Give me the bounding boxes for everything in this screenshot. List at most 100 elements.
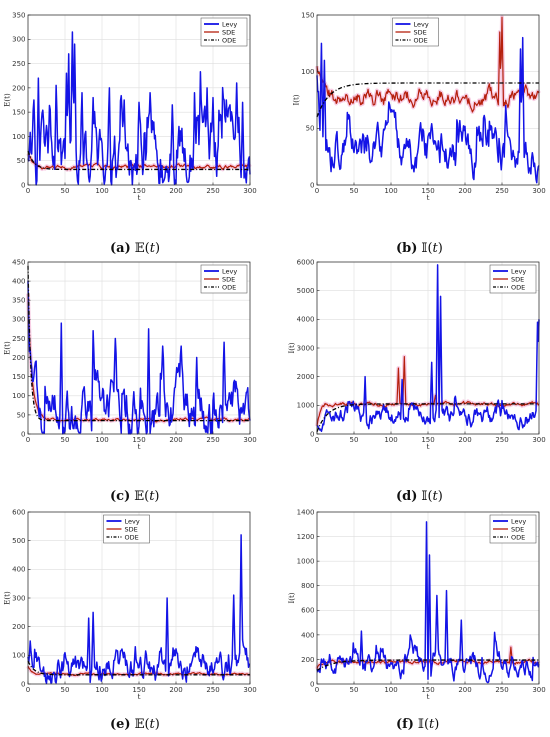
x-tick-label: 300: [243, 187, 256, 195]
y-tick-label: 350: [12, 297, 25, 305]
x-tick-label: 0: [26, 686, 30, 694]
series-levy-line: [27, 534, 251, 685]
x-tick-label: 100: [384, 686, 397, 694]
x-tick-label: 50: [350, 187, 359, 195]
series-ode-line: [316, 659, 539, 672]
y-tick-label: 5000: [297, 287, 315, 295]
y-tick-label: 250: [12, 335, 25, 343]
y-tick-label: 100: [12, 133, 25, 141]
series-sde-line: [316, 16, 540, 113]
x-tick-label: 250: [206, 187, 219, 195]
x-tick-label: 300: [532, 686, 545, 694]
panel-b: 0 50 100 150 200 250 300050100150tI(t)LevySDEO…: [292, 11, 545, 202]
x-axis-label: t: [427, 194, 430, 202]
y-tick-label: 300: [12, 594, 25, 602]
legend-label-ode: ODE: [124, 533, 138, 541]
x-tick-label: 150: [421, 436, 434, 444]
series-sde-line: [27, 153, 251, 171]
y-tick-label: 200: [12, 623, 25, 631]
x-tick-label: 300: [243, 436, 256, 444]
legend-label-sde: SDE: [511, 525, 524, 533]
y-axis-label: E(t): [3, 341, 11, 355]
y-tick-label: 400: [301, 631, 314, 639]
legend-label-sde: SDE: [413, 28, 426, 36]
y-tick-label: 450: [12, 258, 25, 266]
panel-f: 0 50 100 150 200 250 300 0 200 400 600 800 1000 1200 1…: [288, 508, 545, 701]
legend-label-ode: ODE: [222, 283, 236, 291]
x-tick-label: 200: [169, 187, 182, 195]
y-axis-label: I(t): [288, 342, 296, 353]
x-tick-label: 50: [61, 187, 70, 195]
x-tick-label: 0: [315, 187, 319, 195]
y-tick-label: 50: [17, 157, 26, 165]
x-axis-label: t: [427, 693, 430, 701]
series-levy-line: [316, 36, 540, 184]
y-tick-label: 100: [12, 392, 25, 400]
x-tick-label: 150: [421, 686, 434, 694]
y-tick-label: 200: [12, 354, 25, 362]
x-tick-label: 0: [315, 686, 319, 694]
y-axis-label: E(t): [3, 93, 11, 107]
caption-d: (d) 𝕀(𝑡): [396, 489, 443, 504]
x-tick-label: 250: [495, 187, 508, 195]
y-tick-label: 0: [310, 680, 314, 688]
legend-label-levy: Levy: [124, 517, 139, 525]
y-axis-label: I(t): [292, 94, 300, 105]
y-tick-label: 6000: [297, 258, 315, 266]
legend-label-sde: SDE: [222, 275, 235, 283]
legend-label-levy: Levy: [222, 267, 237, 275]
x-tick-label: 0: [26, 187, 30, 195]
y-tick-label: 2000: [297, 373, 315, 381]
legend-label-ode: ODE: [413, 36, 427, 44]
caption-e: (e) 𝔼(𝑡): [110, 717, 160, 732]
y-tick-label: 4000: [297, 316, 315, 324]
y-tick-label: 500: [12, 537, 25, 545]
y-axis-label: E(t): [3, 591, 11, 605]
x-tick-label: 100: [384, 187, 397, 195]
x-tick-label: 250: [206, 436, 219, 444]
y-tick-label: 1000: [297, 402, 315, 410]
x-tick-label: 50: [61, 436, 70, 444]
series-ode-line: [27, 660, 250, 676]
series-ode-line: [316, 82, 539, 118]
series-ode-line: [27, 150, 250, 171]
series-levy-line: [27, 280, 251, 435]
x-tick-label: 150: [132, 686, 145, 694]
x-tick-label: 150: [132, 436, 145, 444]
x-tick-label: 0: [315, 436, 319, 444]
x-tick-label: 100: [95, 187, 108, 195]
y-tick-label: 350: [12, 11, 25, 19]
x-tick-label: 150: [421, 187, 434, 195]
x-tick-label: 0: [26, 436, 30, 444]
caption-b: (b) 𝕀(𝑡): [396, 241, 443, 256]
panel-a: 0 50 100 150 200 250 300 0 50 100 150 200 250 300 350 t…: [3, 11, 256, 202]
legend-label-ode: ODE: [511, 533, 525, 541]
panel-c: 0 50 100 150 200 250 300 0 50 100 150 200 250 300 350 4…: [3, 258, 256, 451]
x-axis-label: t: [138, 194, 141, 202]
y-tick-label: 300: [12, 36, 25, 44]
x-tick-label: 100: [95, 436, 108, 444]
series-levy-line: [27, 31, 251, 186]
x-tick-label: 300: [532, 187, 545, 195]
x-tick-label: 250: [495, 436, 508, 444]
legend-label-levy: Levy: [413, 20, 428, 28]
y-tick-label: 250: [12, 60, 25, 68]
x-tick-label: 50: [61, 686, 70, 694]
y-tick-label: 300: [12, 316, 25, 324]
y-tick-label: 0: [21, 181, 25, 189]
y-tick-label: 200: [301, 656, 314, 664]
y-tick-label: 1200: [297, 533, 315, 541]
x-tick-label: 200: [169, 436, 182, 444]
legend-label-levy: Levy: [511, 267, 526, 275]
y-tick-label: 150: [12, 373, 25, 381]
x-axis-label: t: [138, 443, 141, 451]
y-tick-label: 150: [301, 11, 314, 19]
y-tick-label: 50: [17, 411, 26, 419]
y-tick-label: 200: [12, 84, 25, 92]
